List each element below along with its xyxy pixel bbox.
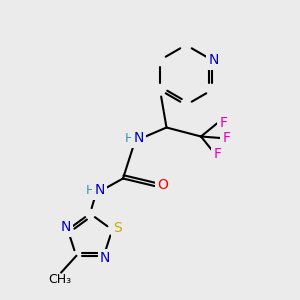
Text: N: N — [134, 131, 144, 145]
Text: N: N — [100, 251, 110, 265]
Text: CH₃: CH₃ — [48, 273, 71, 286]
Text: S: S — [113, 221, 122, 235]
Text: F: F — [223, 131, 230, 145]
Text: H: H — [86, 184, 95, 197]
Text: F: F — [214, 148, 221, 161]
Text: N: N — [94, 184, 105, 197]
Text: H: H — [125, 131, 134, 145]
Text: O: O — [158, 178, 168, 192]
Text: N: N — [60, 220, 70, 234]
Text: F: F — [220, 116, 227, 130]
Text: N: N — [208, 53, 219, 67]
